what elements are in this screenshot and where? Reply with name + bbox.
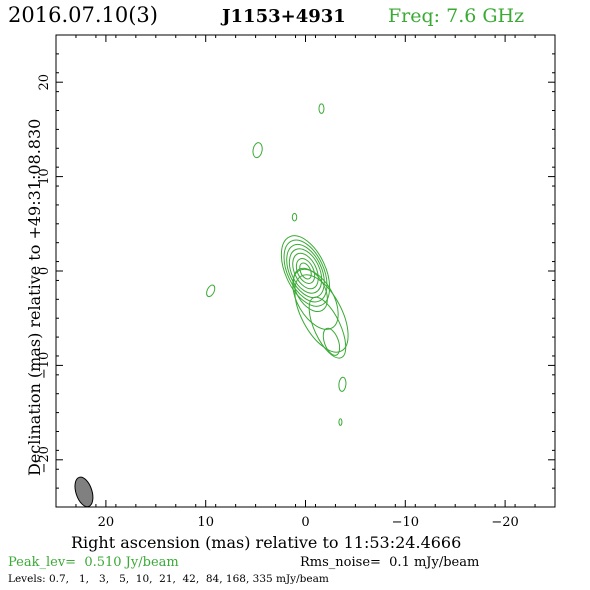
contour-levels: Levels: 0.7, 1, 3, 5, 10, 21, 42, 84, 16…	[8, 573, 329, 585]
peak-level: Peak_lev= 0.510 Jy/beam	[8, 555, 179, 570]
y-tick-label: 10	[37, 168, 52, 185]
x-tick-label: 20	[98, 515, 115, 530]
axis-tick-labels: 20 10 0 −10 −20 20 10 0 −10 −20	[37, 74, 519, 530]
isolated-component	[291, 212, 298, 222]
core-contour	[283, 239, 328, 303]
jet-contour	[308, 296, 347, 359]
y-tick-label: −20	[37, 446, 52, 473]
x-tick-label: 10	[197, 515, 214, 530]
rms-noise: Rms_noise= 0.1 mJy/beam	[300, 555, 479, 570]
isolated-component	[252, 142, 263, 159]
core-contour	[295, 258, 316, 284]
x-tick-label: −20	[491, 515, 518, 530]
core-contour	[288, 248, 323, 294]
y-axis-label: Declination (mas) relative to +49:31:08.…	[25, 119, 44, 476]
core-contour	[292, 252, 319, 290]
isolated-component	[338, 376, 347, 392]
jet-contour	[292, 268, 339, 330]
axis-ticks	[55, 34, 556, 508]
x-tick-label: −10	[392, 515, 419, 530]
plot-frame	[55, 34, 556, 508]
jet-contour	[322, 327, 341, 356]
beam-shape	[74, 476, 94, 508]
x-tick-label: 0	[301, 515, 309, 530]
x-axis-label: Right ascension (mas) relative to 11:53:…	[71, 533, 461, 552]
source-name: J1153+4931	[220, 6, 346, 27]
observation-date: 2016.07.10(3)	[8, 3, 158, 27]
y-tick-label: −10	[37, 352, 52, 379]
isolated-component	[318, 103, 325, 114]
isolated-component	[206, 284, 216, 298]
y-tick-label: 20	[37, 74, 52, 91]
isolated-component	[338, 418, 343, 426]
contour-lines	[206, 103, 349, 426]
core-contour	[286, 243, 325, 299]
beam-ellipse	[74, 476, 94, 508]
core-contour	[280, 235, 331, 307]
jet-contour	[294, 274, 349, 353]
frequency-label: Freq: 7.6 GHz	[388, 5, 524, 27]
core-contour	[299, 262, 312, 280]
y-tick-label: 0	[37, 267, 52, 275]
